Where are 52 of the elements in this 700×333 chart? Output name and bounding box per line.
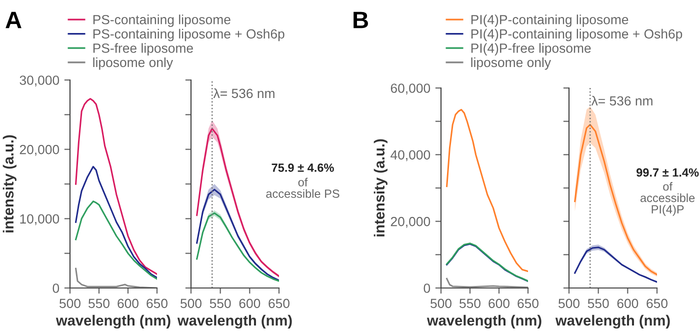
x-axis-title: wavelength (nm) [426, 314, 542, 329]
x-axis-title: wavelength (nm) [555, 314, 670, 329]
annotation: of accessible PS [266, 178, 340, 198]
x-tick-label: 550 [210, 298, 231, 308]
line-series [446, 108, 528, 272]
y-tick-label: 0 [52, 284, 60, 293]
line-series [75, 166, 157, 278]
y-tick-label: 10,000 [20, 214, 60, 226]
y-axis-title: intensity (a.u.) [374, 139, 388, 236]
annotation: 99.7 ± 1.4% [636, 168, 699, 177]
x-axis-title: wavelength (nm) [177, 314, 292, 329]
x-tick-label: 600 [617, 298, 638, 308]
y-tick-label: 30,000 [20, 76, 60, 86]
x-tick-label: 650 [646, 298, 668, 308]
x-tick-label: 650 [518, 298, 538, 308]
ref-line-label: λ= 536 nm [591, 96, 652, 106]
legend-label: liposome only [471, 57, 551, 70]
x-tick-label: 550 [460, 298, 480, 308]
legend-label: PI(4)P-containing liposome [471, 14, 628, 27]
x-tick-label: 500 [558, 298, 580, 308]
x-tick-label: 600 [118, 298, 138, 308]
x-tick-label: 550 [588, 298, 609, 308]
line-series [75, 98, 157, 275]
line-series [75, 268, 157, 288]
legend-label: liposome only [93, 57, 173, 70]
x-axis-title: wavelength (nm) [56, 314, 170, 329]
y-tick-label: 40,000 [390, 150, 430, 162]
line-series [75, 200, 157, 280]
legend-label: PS-containing liposome + Osh6p [93, 28, 284, 42]
annotation: of accessible PI(4)P [640, 182, 695, 216]
x-tick-label: 650 [146, 298, 168, 308]
chart-title: A [6, 12, 22, 28]
x-tick-label: 550 [88, 298, 110, 308]
y-tick-label: 20,000 [20, 144, 60, 156]
legend-label: PS-free liposome [93, 43, 193, 56]
x-tick-label: 500 [430, 298, 452, 308]
line-series [446, 278, 528, 288]
y-axis-title: intensity (a.u.) [2, 135, 16, 232]
ref-line-label: λ= 536 nm [213, 88, 274, 98]
y-tick-label: 60,000 [390, 84, 430, 94]
legend-label: PI(4)P-free liposome [471, 43, 591, 56]
y-tick-label: 20,000 [390, 216, 430, 228]
chart-title: B [354, 12, 368, 28]
legend-label: PI(4)P-containing liposome + Osh6p [471, 28, 682, 42]
legend-label: PS-containing liposome [93, 14, 230, 27]
y-tick-label: 0 [424, 284, 430, 293]
x-tick-label: 500 [180, 298, 202, 308]
x-tick-label: 650 [268, 298, 290, 308]
x-tick-label: 500 [60, 298, 80, 308]
x-tick-label: 600 [239, 298, 260, 308]
annotation: 75.9 ± 4.6% [272, 164, 334, 172]
x-tick-label: 600 [488, 298, 510, 308]
